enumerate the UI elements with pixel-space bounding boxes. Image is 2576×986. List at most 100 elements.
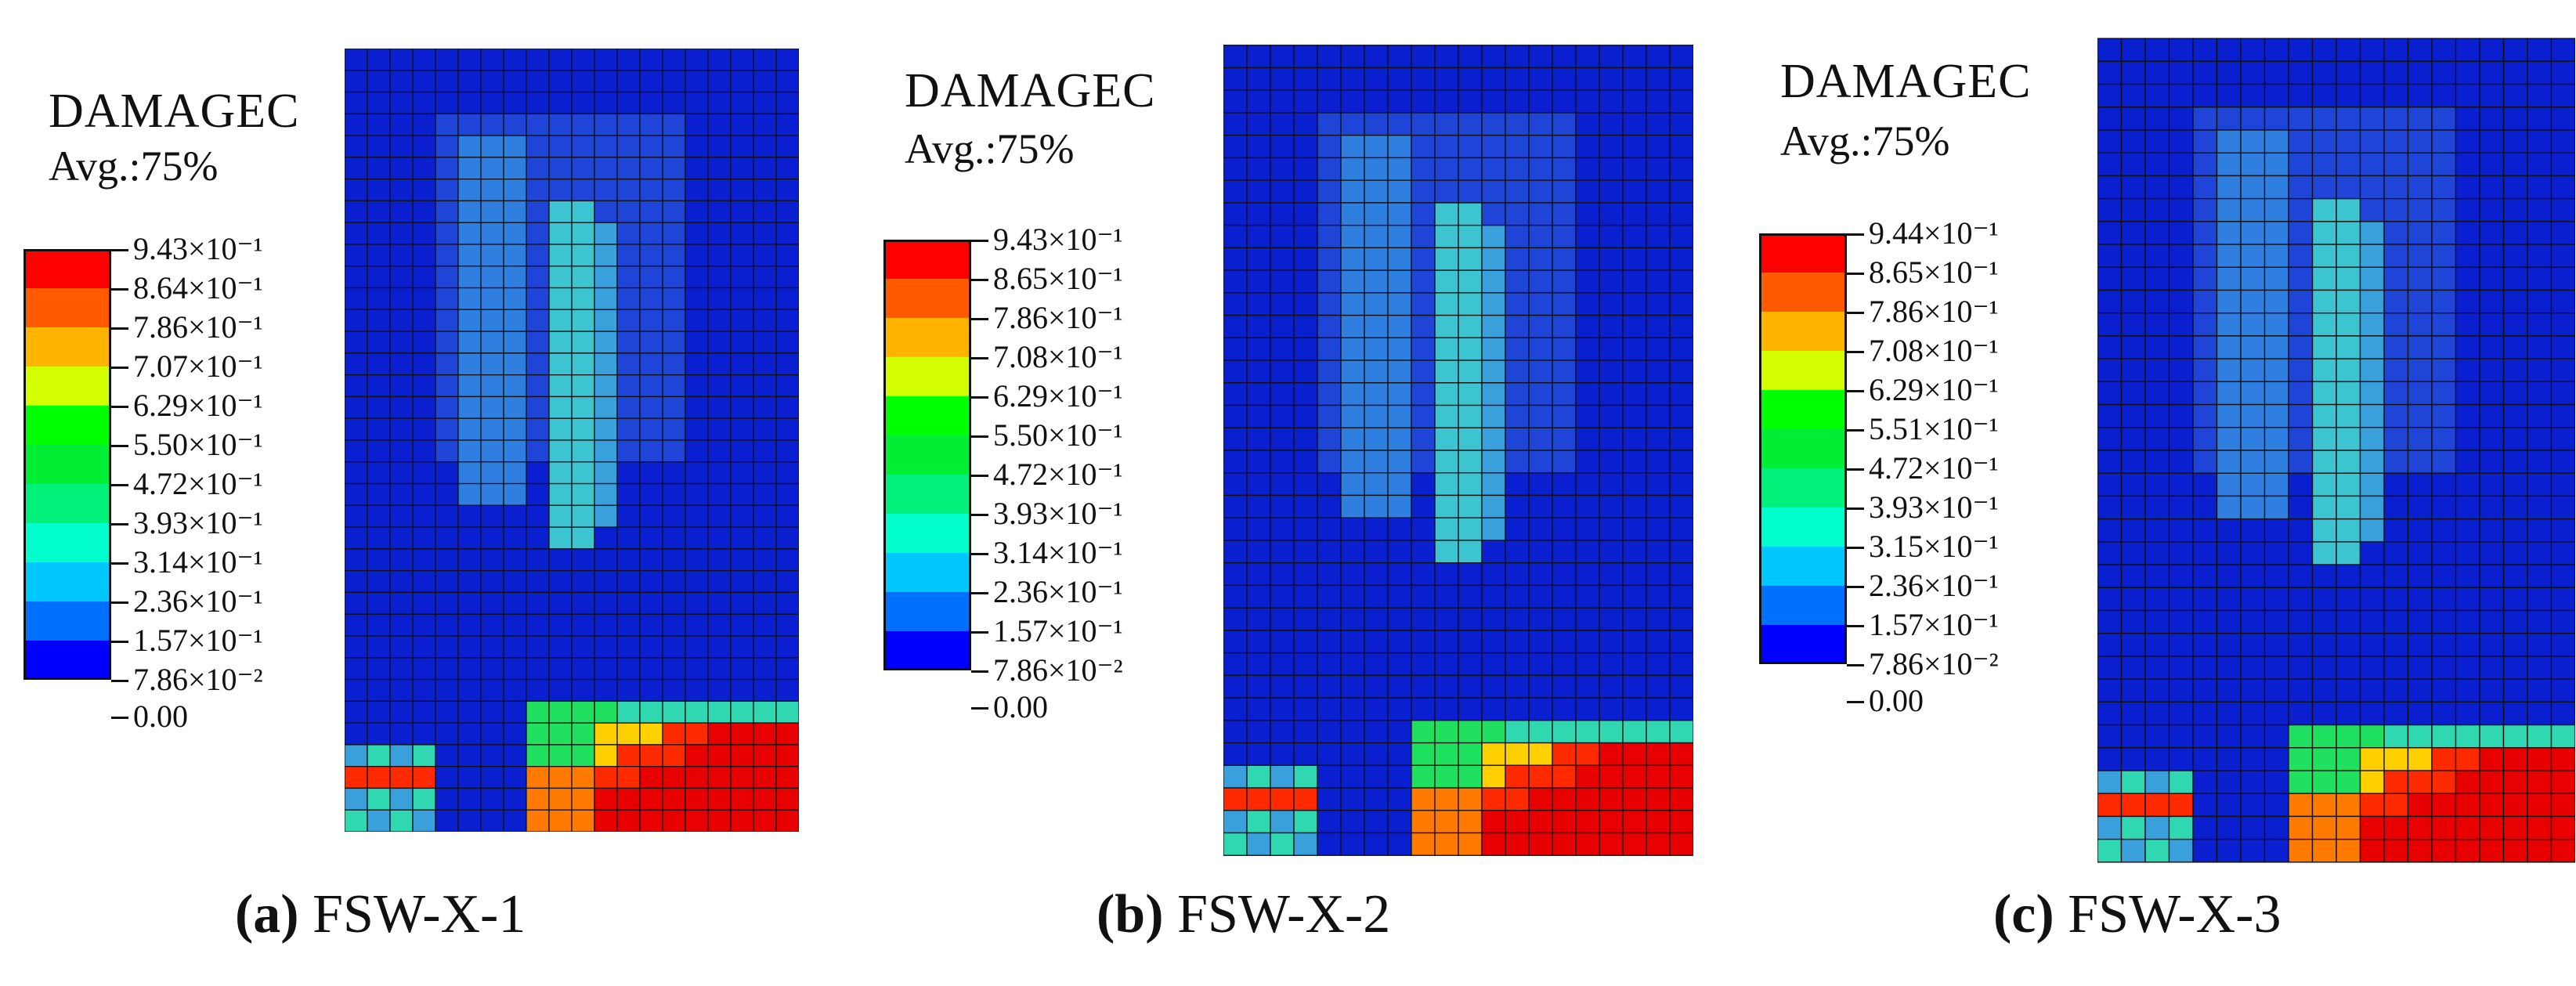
mesh-element xyxy=(1575,720,1600,744)
mesh-element xyxy=(1575,427,1600,451)
mesh-element xyxy=(685,49,709,71)
mesh-element xyxy=(389,635,414,659)
mesh-element xyxy=(2479,197,2505,222)
mesh-element xyxy=(2240,747,2266,771)
mesh-element xyxy=(775,244,799,267)
mesh-element xyxy=(662,678,686,702)
mesh-element xyxy=(435,678,459,702)
legend-tick xyxy=(111,562,128,565)
mesh-element xyxy=(2383,175,2409,200)
mesh-element xyxy=(2359,244,2385,268)
mesh-element xyxy=(480,222,504,245)
mesh-element xyxy=(662,722,686,746)
legend-tick xyxy=(1847,547,1864,549)
mesh-element xyxy=(2455,518,2480,543)
mesh-element xyxy=(2431,770,2457,794)
mesh-element xyxy=(730,70,754,93)
mesh-element xyxy=(685,678,709,702)
mesh-element xyxy=(730,657,754,681)
mesh-element xyxy=(2479,335,2505,359)
mesh-element xyxy=(2216,609,2242,634)
mesh-element xyxy=(2455,312,2480,337)
mesh-element xyxy=(1270,607,1295,631)
mesh-element xyxy=(1246,427,1271,451)
mesh-element xyxy=(2550,107,2575,131)
mesh-element xyxy=(1317,45,1342,69)
mesh-element xyxy=(1364,359,1389,384)
mesh-element xyxy=(2097,793,2123,818)
mesh-element xyxy=(707,657,732,681)
mesh-element xyxy=(548,461,573,485)
mesh-element xyxy=(1270,562,1295,587)
mesh-element xyxy=(1340,674,1365,699)
mesh-element xyxy=(2097,358,2123,383)
mesh-element xyxy=(730,265,754,289)
mesh-element xyxy=(1293,427,1318,451)
mesh-element xyxy=(753,287,777,310)
mesh-element xyxy=(1528,179,1553,204)
mesh-element xyxy=(1364,292,1389,316)
mesh-element xyxy=(571,49,595,71)
mesh-element xyxy=(707,809,732,832)
mesh-element xyxy=(435,113,459,136)
mesh-element xyxy=(775,200,799,223)
mesh-element xyxy=(389,700,414,724)
mesh-element xyxy=(2431,152,2457,177)
mesh-element xyxy=(2144,175,2170,200)
mesh-element xyxy=(2240,266,2266,291)
mesh-element xyxy=(2383,403,2409,428)
mesh-element xyxy=(1505,652,1530,677)
mesh-element xyxy=(2240,587,2266,612)
mesh-element xyxy=(412,787,436,811)
mesh-element xyxy=(2479,358,2505,383)
mesh-element xyxy=(2192,175,2218,200)
mesh-element xyxy=(2527,472,2553,497)
mesh-element xyxy=(345,417,368,441)
mesh-element xyxy=(412,570,436,594)
legend-value-label: 3.93×10⁻¹ xyxy=(1869,489,1999,525)
mesh-element xyxy=(1387,359,1412,384)
mesh-element xyxy=(1293,337,1318,361)
legend-tick xyxy=(971,475,988,477)
mesh-element xyxy=(2288,38,2314,63)
mesh-element xyxy=(345,113,368,136)
mesh-element xyxy=(2168,221,2194,245)
mesh-element xyxy=(389,657,414,681)
mesh-element xyxy=(503,526,527,550)
legend-tick xyxy=(111,717,128,719)
mesh-element xyxy=(1599,135,1624,159)
mesh-element xyxy=(389,787,414,811)
mesh-element xyxy=(2168,472,2194,497)
mesh-element xyxy=(1340,202,1365,226)
mesh-element xyxy=(2311,427,2337,451)
mesh-element xyxy=(2097,60,2123,85)
mesh-element xyxy=(1411,404,1436,428)
mesh-element xyxy=(2216,564,2242,588)
mesh-element xyxy=(1293,89,1318,114)
mesh-element xyxy=(2550,678,2575,703)
legend-swatch xyxy=(1759,468,1847,507)
mesh-element xyxy=(2336,60,2361,85)
mesh-element xyxy=(412,809,436,832)
mesh-element xyxy=(480,135,504,158)
mesh-element xyxy=(1599,517,1624,541)
mesh-element xyxy=(1458,832,1483,856)
mesh-element xyxy=(548,766,573,789)
mesh-element xyxy=(548,287,573,310)
mesh-element xyxy=(2407,472,2433,497)
mesh-element xyxy=(435,374,459,398)
mesh-element xyxy=(548,352,573,376)
mesh-element xyxy=(2431,815,2457,840)
mesh-element xyxy=(2431,427,2457,451)
mesh-element xyxy=(2288,289,2314,314)
mesh-element xyxy=(1599,382,1624,406)
mesh-element xyxy=(1317,472,1342,497)
mesh-element xyxy=(2455,770,2480,794)
mesh-element xyxy=(2144,38,2170,63)
mesh-element xyxy=(1505,472,1530,497)
mesh-element xyxy=(2550,175,2575,200)
mesh-element xyxy=(2550,495,2575,520)
mesh-element xyxy=(1340,832,1365,856)
mesh-element xyxy=(1505,764,1530,789)
panel-b: DAMAGEC Avg.:75% 9.43×10⁻¹ 8.65×10⁻¹ 7.86×… xyxy=(862,0,1720,986)
